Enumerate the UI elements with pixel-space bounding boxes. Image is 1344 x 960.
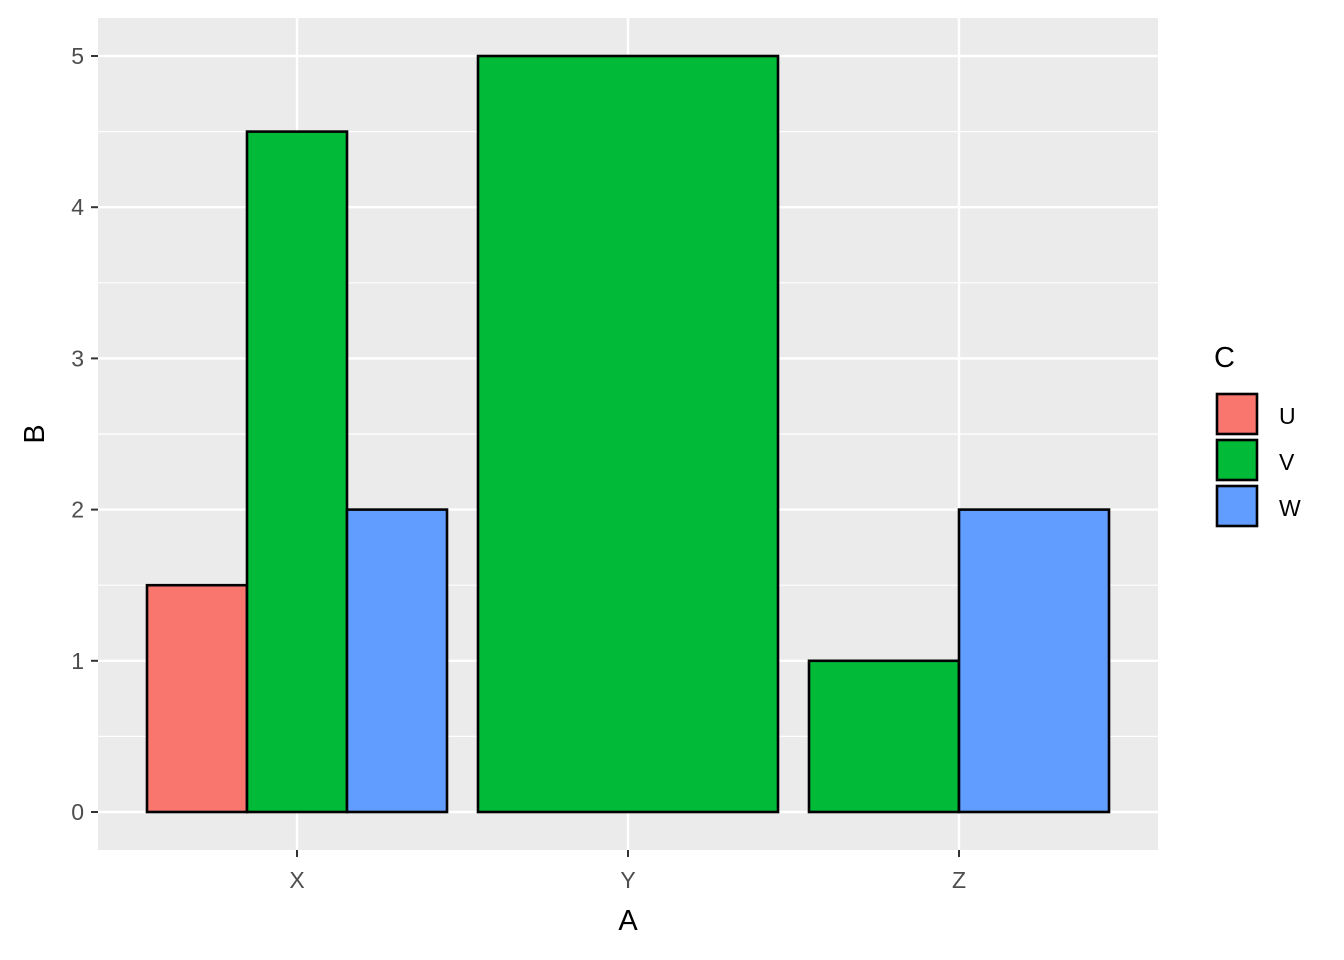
- bar-Z-V: [807, 659, 961, 814]
- y-axis: 0 1 2 3 4 5: [71, 43, 98, 825]
- y-tick-label: 1: [71, 648, 84, 674]
- legend-label-U: U: [1279, 403, 1296, 429]
- bar-X-W: [345, 508, 449, 814]
- bar-X-U: [145, 583, 249, 814]
- y-tick-label: 3: [71, 345, 84, 371]
- bar-Y-V: [476, 54, 780, 814]
- y-tick-label: 2: [71, 497, 84, 523]
- x-tick-label: X: [289, 867, 304, 893]
- x-axis-title: A: [618, 905, 638, 937]
- legend-title: C: [1214, 342, 1235, 374]
- y-tick-label: 0: [71, 799, 84, 825]
- legend-key-V: [1215, 438, 1259, 482]
- bar-Z-W: [957, 508, 1111, 814]
- legend-key-W: [1215, 484, 1259, 528]
- y-axis-title: B: [19, 424, 51, 443]
- legend-key-U: [1215, 392, 1259, 436]
- bar-X-V: [245, 130, 349, 814]
- legend-label-W: W: [1279, 495, 1301, 521]
- bars: [145, 54, 1111, 814]
- x-tick-label: Z: [952, 867, 966, 893]
- x-tick-label: Y: [620, 867, 635, 893]
- legend-label-V: V: [1279, 449, 1295, 475]
- y-tick-label: 5: [71, 43, 84, 69]
- y-tick-label: 4: [71, 194, 84, 220]
- legend: C UVW: [1214, 342, 1301, 528]
- x-axis: X Y Z: [289, 850, 966, 893]
